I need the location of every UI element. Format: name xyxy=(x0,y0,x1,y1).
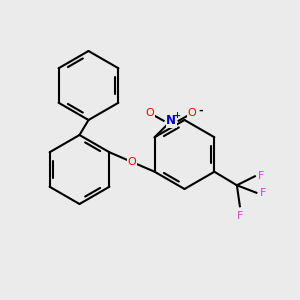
Text: +: + xyxy=(173,111,180,120)
Text: O: O xyxy=(188,108,197,118)
Text: O: O xyxy=(146,108,154,118)
Text: F: F xyxy=(237,211,243,221)
Text: O: O xyxy=(128,157,136,167)
Text: F: F xyxy=(260,188,266,198)
Text: F: F xyxy=(258,171,264,181)
Text: N: N xyxy=(166,114,176,127)
Text: -: - xyxy=(198,105,203,115)
